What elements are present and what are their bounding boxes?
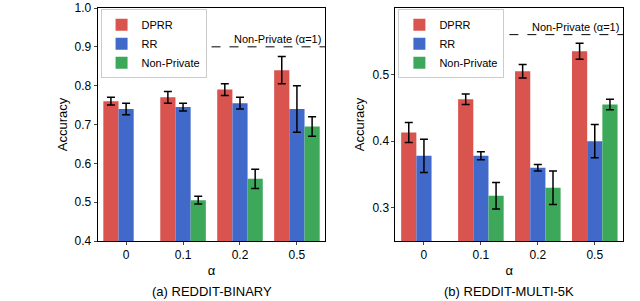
svg-text:RR: RR [439,38,455,50]
svg-text:Non-Private: Non-Private [439,57,497,69]
svg-text:0.5: 0.5 [289,248,306,262]
svg-text:0.5: 0.5 [586,248,603,262]
svg-text:0.4: 0.4 [372,134,389,148]
svg-text:DPRR: DPRR [439,19,470,31]
svg-text:0.1: 0.1 [175,248,192,262]
svg-text:0.7: 0.7 [75,118,92,132]
svg-text:Non-Private (α=1): Non-Private (α=1) [234,33,321,45]
svg-text:0.5: 0.5 [75,195,92,209]
svg-text:(a) REDDIT-BINARY: (a) REDDIT-BINARY [152,284,272,299]
svg-text:Accuracy: Accuracy [55,97,70,151]
svg-text:0.5: 0.5 [372,68,389,82]
svg-text:(b) REDDIT-MULTI-5K: (b) REDDIT-MULTI-5K [444,284,574,299]
svg-text:Non-Private (α=1): Non-Private (α=1) [532,21,619,33]
svg-text:0.9: 0.9 [75,40,92,54]
svg-text:1.0: 1.0 [75,1,92,15]
svg-text:0: 0 [123,248,130,262]
svg-text:0.2: 0.2 [232,248,249,262]
svg-text:RR: RR [142,38,158,50]
svg-text:0.1: 0.1 [473,248,490,262]
svg-text:α: α [208,263,216,278]
svg-text:Non-Private: Non-Private [142,57,200,69]
svg-text:Accuracy: Accuracy [352,97,367,151]
svg-text:0: 0 [421,248,428,262]
svg-text:0.4: 0.4 [75,234,92,248]
svg-text:0.3: 0.3 [372,201,389,215]
svg-text:0.8: 0.8 [75,79,92,93]
svg-text:α: α [506,263,514,278]
svg-text:0.2: 0.2 [529,248,546,262]
svg-text:DPRR: DPRR [142,19,173,31]
svg-text:0.6: 0.6 [75,157,92,171]
